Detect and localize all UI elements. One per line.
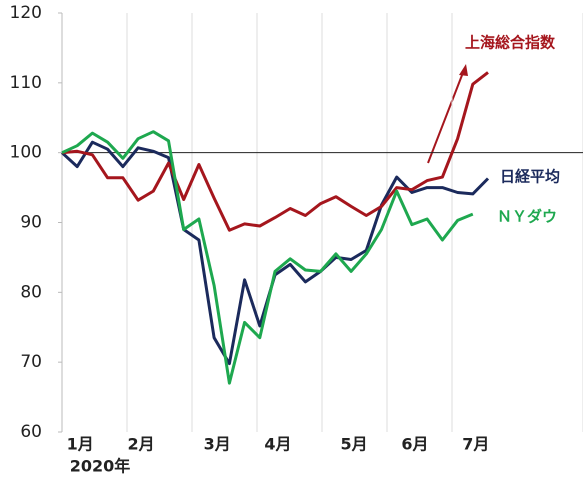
x-tick-label: 5月 bbox=[341, 435, 368, 454]
y-tick-label: 110 bbox=[10, 73, 42, 93]
y-tick-label: 100 bbox=[10, 143, 42, 163]
series-line bbox=[61, 130, 474, 385]
annotation-arrow bbox=[427, 69, 465, 164]
x-tick-label: 1月 bbox=[67, 435, 94, 454]
series-label: 上海総合指数 bbox=[465, 34, 556, 52]
y-tick-label: 60 bbox=[20, 422, 42, 442]
y-tick-label: 90 bbox=[20, 213, 42, 233]
series-label: ＮＹダウ bbox=[497, 208, 557, 226]
series-line bbox=[61, 71, 489, 232]
series-label: 日経平均 bbox=[500, 168, 560, 186]
y-tick-label: 70 bbox=[20, 352, 42, 372]
series-line bbox=[60, 140, 490, 366]
y-tick-label: 120 bbox=[10, 3, 42, 23]
x-tick-label: 4月 bbox=[264, 435, 291, 454]
x-tick-label: 2月 bbox=[128, 435, 155, 454]
x-tick-label: 6月 bbox=[401, 435, 428, 454]
x-axis-label: 2020年 bbox=[70, 457, 131, 476]
x-tick-label: 7月 bbox=[462, 435, 489, 454]
y-tick-label: 80 bbox=[20, 282, 42, 302]
arrow-head bbox=[459, 64, 468, 76]
x-tick-label: 3月 bbox=[204, 435, 231, 454]
